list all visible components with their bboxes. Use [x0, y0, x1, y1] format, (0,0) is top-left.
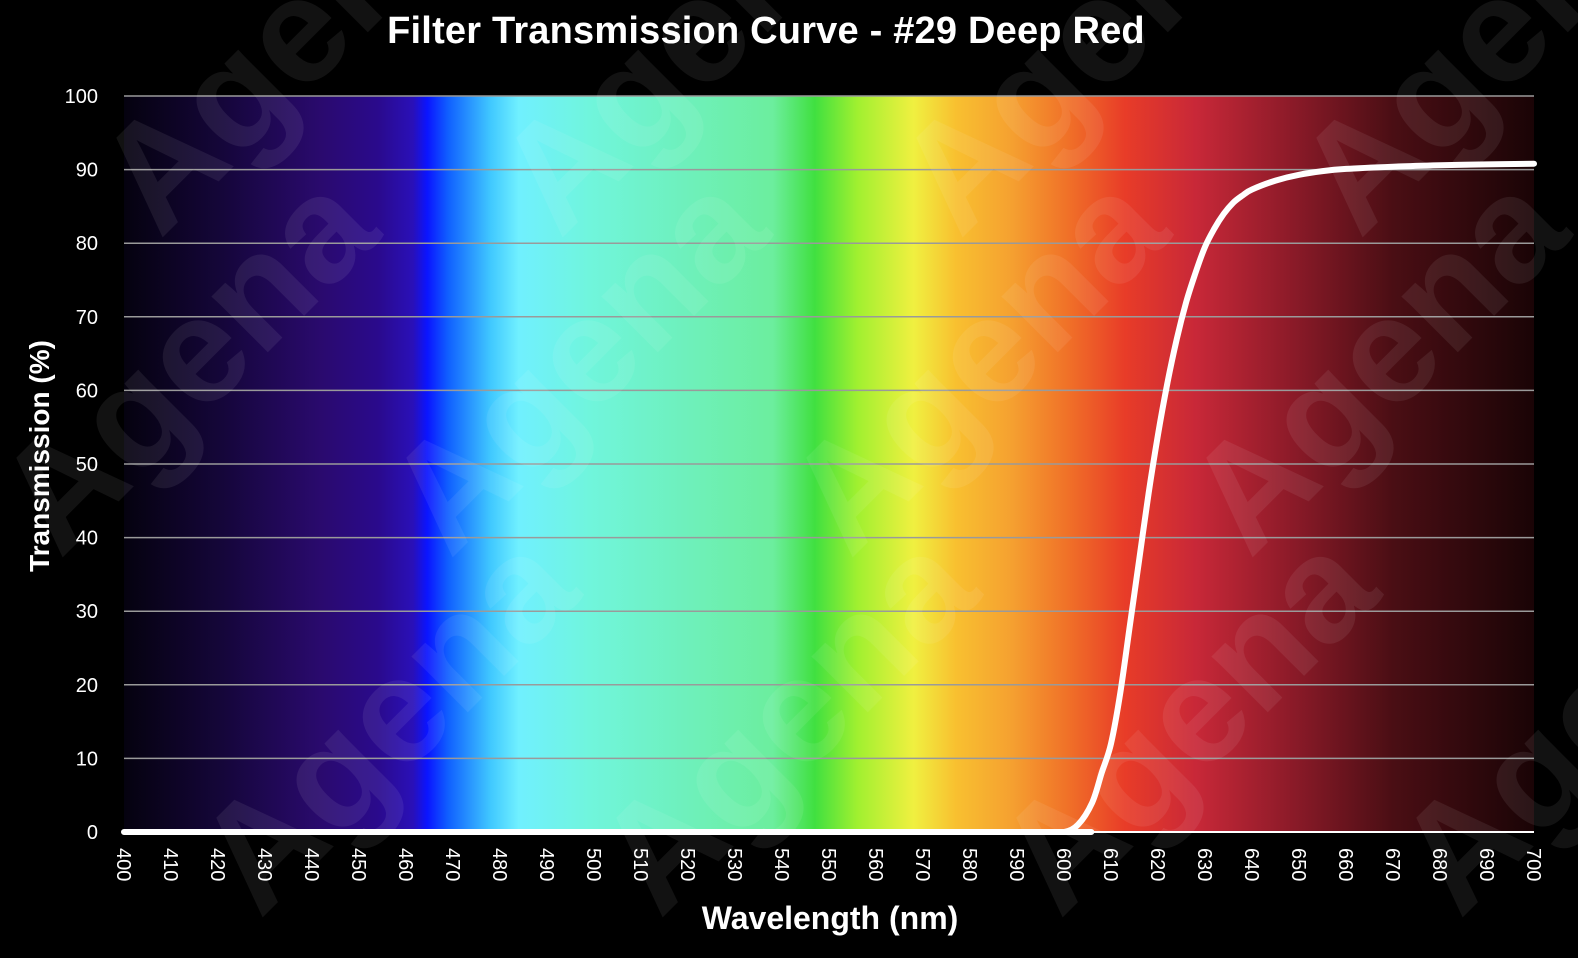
x-tick-label: 400 — [112, 848, 134, 881]
x-tick-label: 620 — [1146, 848, 1168, 881]
x-tick-label: 590 — [1005, 848, 1027, 881]
gridlines — [124, 95, 1534, 760]
x-tick-label: 650 — [1287, 848, 1309, 881]
x-tick-labels: 400 410 420 430 440 450 460 470 480 490 500 510 520 5… — [112, 848, 1544, 881]
x-tick-label: 500 — [582, 848, 604, 881]
y-tick-label: 100 — [65, 86, 98, 108]
y-tick-label: 0 — [87, 822, 98, 844]
x-tick-label: 630 — [1193, 848, 1215, 881]
x-tick-label: 660 — [1334, 848, 1356, 881]
x-tick-label: 640 — [1240, 848, 1262, 881]
x-tick-label: 450 — [347, 848, 369, 881]
y-tick-label: 70 — [76, 307, 98, 329]
x-tick-label: 600 — [1052, 848, 1074, 881]
x-tick-label: 560 — [864, 848, 886, 881]
x-tick-label: 700 — [1522, 848, 1544, 881]
x-tick-label: 510 — [629, 848, 651, 881]
x-tick-label: 570 — [911, 848, 933, 881]
x-tick-label: 420 — [206, 848, 228, 881]
x-tick-label: 540 — [770, 848, 792, 881]
x-tick-label: 430 — [253, 848, 275, 881]
y-tick-label: 60 — [76, 380, 98, 402]
x-tick-label: 550 — [817, 848, 839, 881]
x-tick-label: 480 — [488, 848, 510, 881]
y-tick-label: 20 — [76, 675, 98, 697]
x-tick-label: 470 — [441, 848, 463, 881]
x-tick-label: 460 — [394, 848, 416, 881]
y-tick-label: 80 — [76, 233, 98, 255]
y-tick-label: 50 — [76, 454, 98, 476]
y-axis-label: Transmission (%) — [24, 340, 55, 572]
x-tick-label: 680 — [1428, 848, 1450, 881]
y-tick-label: 10 — [76, 748, 98, 770]
chart-title: Filter Transmission Curve - #29 Deep Red — [387, 10, 1145, 52]
y-tick-label: 30 — [76, 601, 98, 623]
x-tick-label: 410 — [159, 848, 181, 881]
y-tick-label: 40 — [76, 528, 98, 550]
transmission-curve — [121, 160, 1537, 836]
x-tick-label: 440 — [300, 848, 322, 881]
x-tick-label: 530 — [723, 848, 745, 881]
x-tick-label: 610 — [1099, 848, 1121, 881]
y-tick-label: 90 — [76, 160, 98, 182]
x-tick-label: 670 — [1381, 848, 1403, 881]
y-tick-labels: 0 10 20 30 40 50 60 70 80 90 100 — [65, 86, 98, 844]
x-tick-label: 520 — [676, 848, 698, 881]
x-tick-label: 690 — [1475, 848, 1497, 881]
x-axis-label: Wavelength (nm) — [701, 900, 959, 936]
x-tick-label: 580 — [958, 848, 980, 881]
x-tick-label: 490 — [535, 848, 557, 881]
